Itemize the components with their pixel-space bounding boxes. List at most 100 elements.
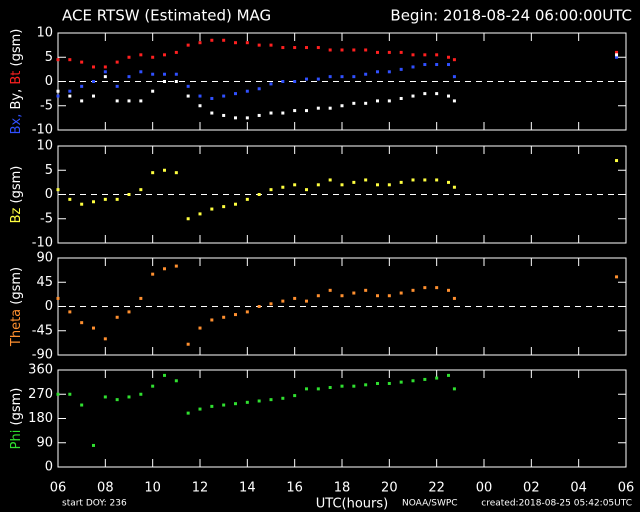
y-axis-label-part: Bz xyxy=(9,207,24,223)
data-point xyxy=(305,188,308,192)
data-point xyxy=(68,197,72,201)
data-point xyxy=(387,294,391,298)
data-point xyxy=(387,50,391,54)
data-point xyxy=(115,60,119,64)
y-tick-label: -5 xyxy=(40,98,53,113)
data-point xyxy=(399,180,403,184)
y-axis-label-part: (gsm) xyxy=(9,388,24,426)
data-point xyxy=(316,106,320,110)
data-point xyxy=(103,70,107,74)
data-point xyxy=(139,70,143,74)
data-point xyxy=(139,296,143,300)
data-point xyxy=(452,185,456,189)
data-point xyxy=(245,197,249,201)
data-point xyxy=(399,67,403,71)
y-tick-label: 90 xyxy=(36,251,53,266)
data-point xyxy=(387,183,391,187)
panel-frame xyxy=(57,257,627,356)
data-point xyxy=(127,193,131,196)
data-point xyxy=(186,43,190,47)
data-point xyxy=(376,70,379,74)
data-point xyxy=(234,313,237,317)
data-point xyxy=(68,58,72,62)
data-point xyxy=(257,87,261,91)
x-tick-label: 10 xyxy=(144,481,161,496)
panel-frame xyxy=(57,145,627,244)
data-point xyxy=(92,65,95,69)
data-point xyxy=(328,386,332,390)
data-point xyxy=(399,50,403,54)
data-point xyxy=(352,291,356,295)
data-point xyxy=(198,212,202,216)
data-point xyxy=(423,92,427,96)
data-point xyxy=(68,94,72,98)
x-tick-label: 06 xyxy=(50,481,67,496)
data-point xyxy=(447,94,450,98)
y-tick-label: 10 xyxy=(36,26,53,41)
data-point xyxy=(452,58,456,62)
data-point xyxy=(174,171,178,175)
data-point xyxy=(245,116,249,120)
data-point xyxy=(174,264,178,268)
data-point xyxy=(435,53,439,57)
data-point xyxy=(364,288,368,292)
data-point xyxy=(328,288,332,292)
y-tick-label: -10 xyxy=(32,236,53,251)
data-point xyxy=(615,159,619,163)
data-point xyxy=(163,53,166,57)
x-tick-label: 08 xyxy=(97,481,114,496)
data-point xyxy=(452,99,456,103)
data-point xyxy=(447,373,450,377)
data-point xyxy=(151,171,155,175)
data-point xyxy=(316,294,320,298)
data-point xyxy=(127,310,131,314)
y-tick-label: 0 xyxy=(45,460,53,475)
y-tick-label: 180 xyxy=(28,411,53,426)
data-point xyxy=(387,381,391,385)
data-point xyxy=(293,183,297,187)
y-axis-label-part: Phi xyxy=(9,430,24,450)
data-point xyxy=(376,381,379,385)
data-point xyxy=(56,94,60,98)
data-point xyxy=(222,113,226,117)
data-point xyxy=(163,267,166,271)
data-point xyxy=(328,106,332,110)
data-point xyxy=(210,111,214,115)
data-point xyxy=(411,288,415,292)
data-point xyxy=(257,305,261,308)
data-point xyxy=(376,99,379,103)
data-point xyxy=(281,299,285,303)
data-point xyxy=(293,109,297,113)
data-point xyxy=(92,94,95,98)
y-tick-label: 5 xyxy=(45,50,53,65)
data-point xyxy=(186,217,190,221)
data-point xyxy=(452,387,456,391)
panel-frame xyxy=(57,369,627,468)
data-point xyxy=(281,396,285,400)
x-tick-label: 00 xyxy=(476,481,493,496)
data-point xyxy=(364,48,368,52)
data-point xyxy=(316,387,320,391)
data-point xyxy=(151,55,155,59)
y-tick-label: -90 xyxy=(32,348,53,363)
data-point xyxy=(186,342,190,346)
data-point xyxy=(151,272,155,276)
data-point xyxy=(281,80,285,83)
data-point xyxy=(411,65,415,69)
data-point xyxy=(364,178,368,182)
y-axis-label: Theta (gsm) xyxy=(9,267,24,347)
data-point xyxy=(340,48,344,52)
data-point xyxy=(245,310,249,314)
data-point xyxy=(80,84,84,88)
y-tick-label: -10 xyxy=(32,123,53,138)
y-axis-label-part: Bx, xyxy=(9,114,24,135)
data-point xyxy=(340,104,344,108)
data-point xyxy=(163,168,166,172)
data-point xyxy=(305,46,308,50)
data-point xyxy=(364,72,368,76)
data-point xyxy=(328,75,332,79)
data-point xyxy=(234,202,237,206)
data-point xyxy=(198,41,202,45)
data-point xyxy=(615,275,619,279)
